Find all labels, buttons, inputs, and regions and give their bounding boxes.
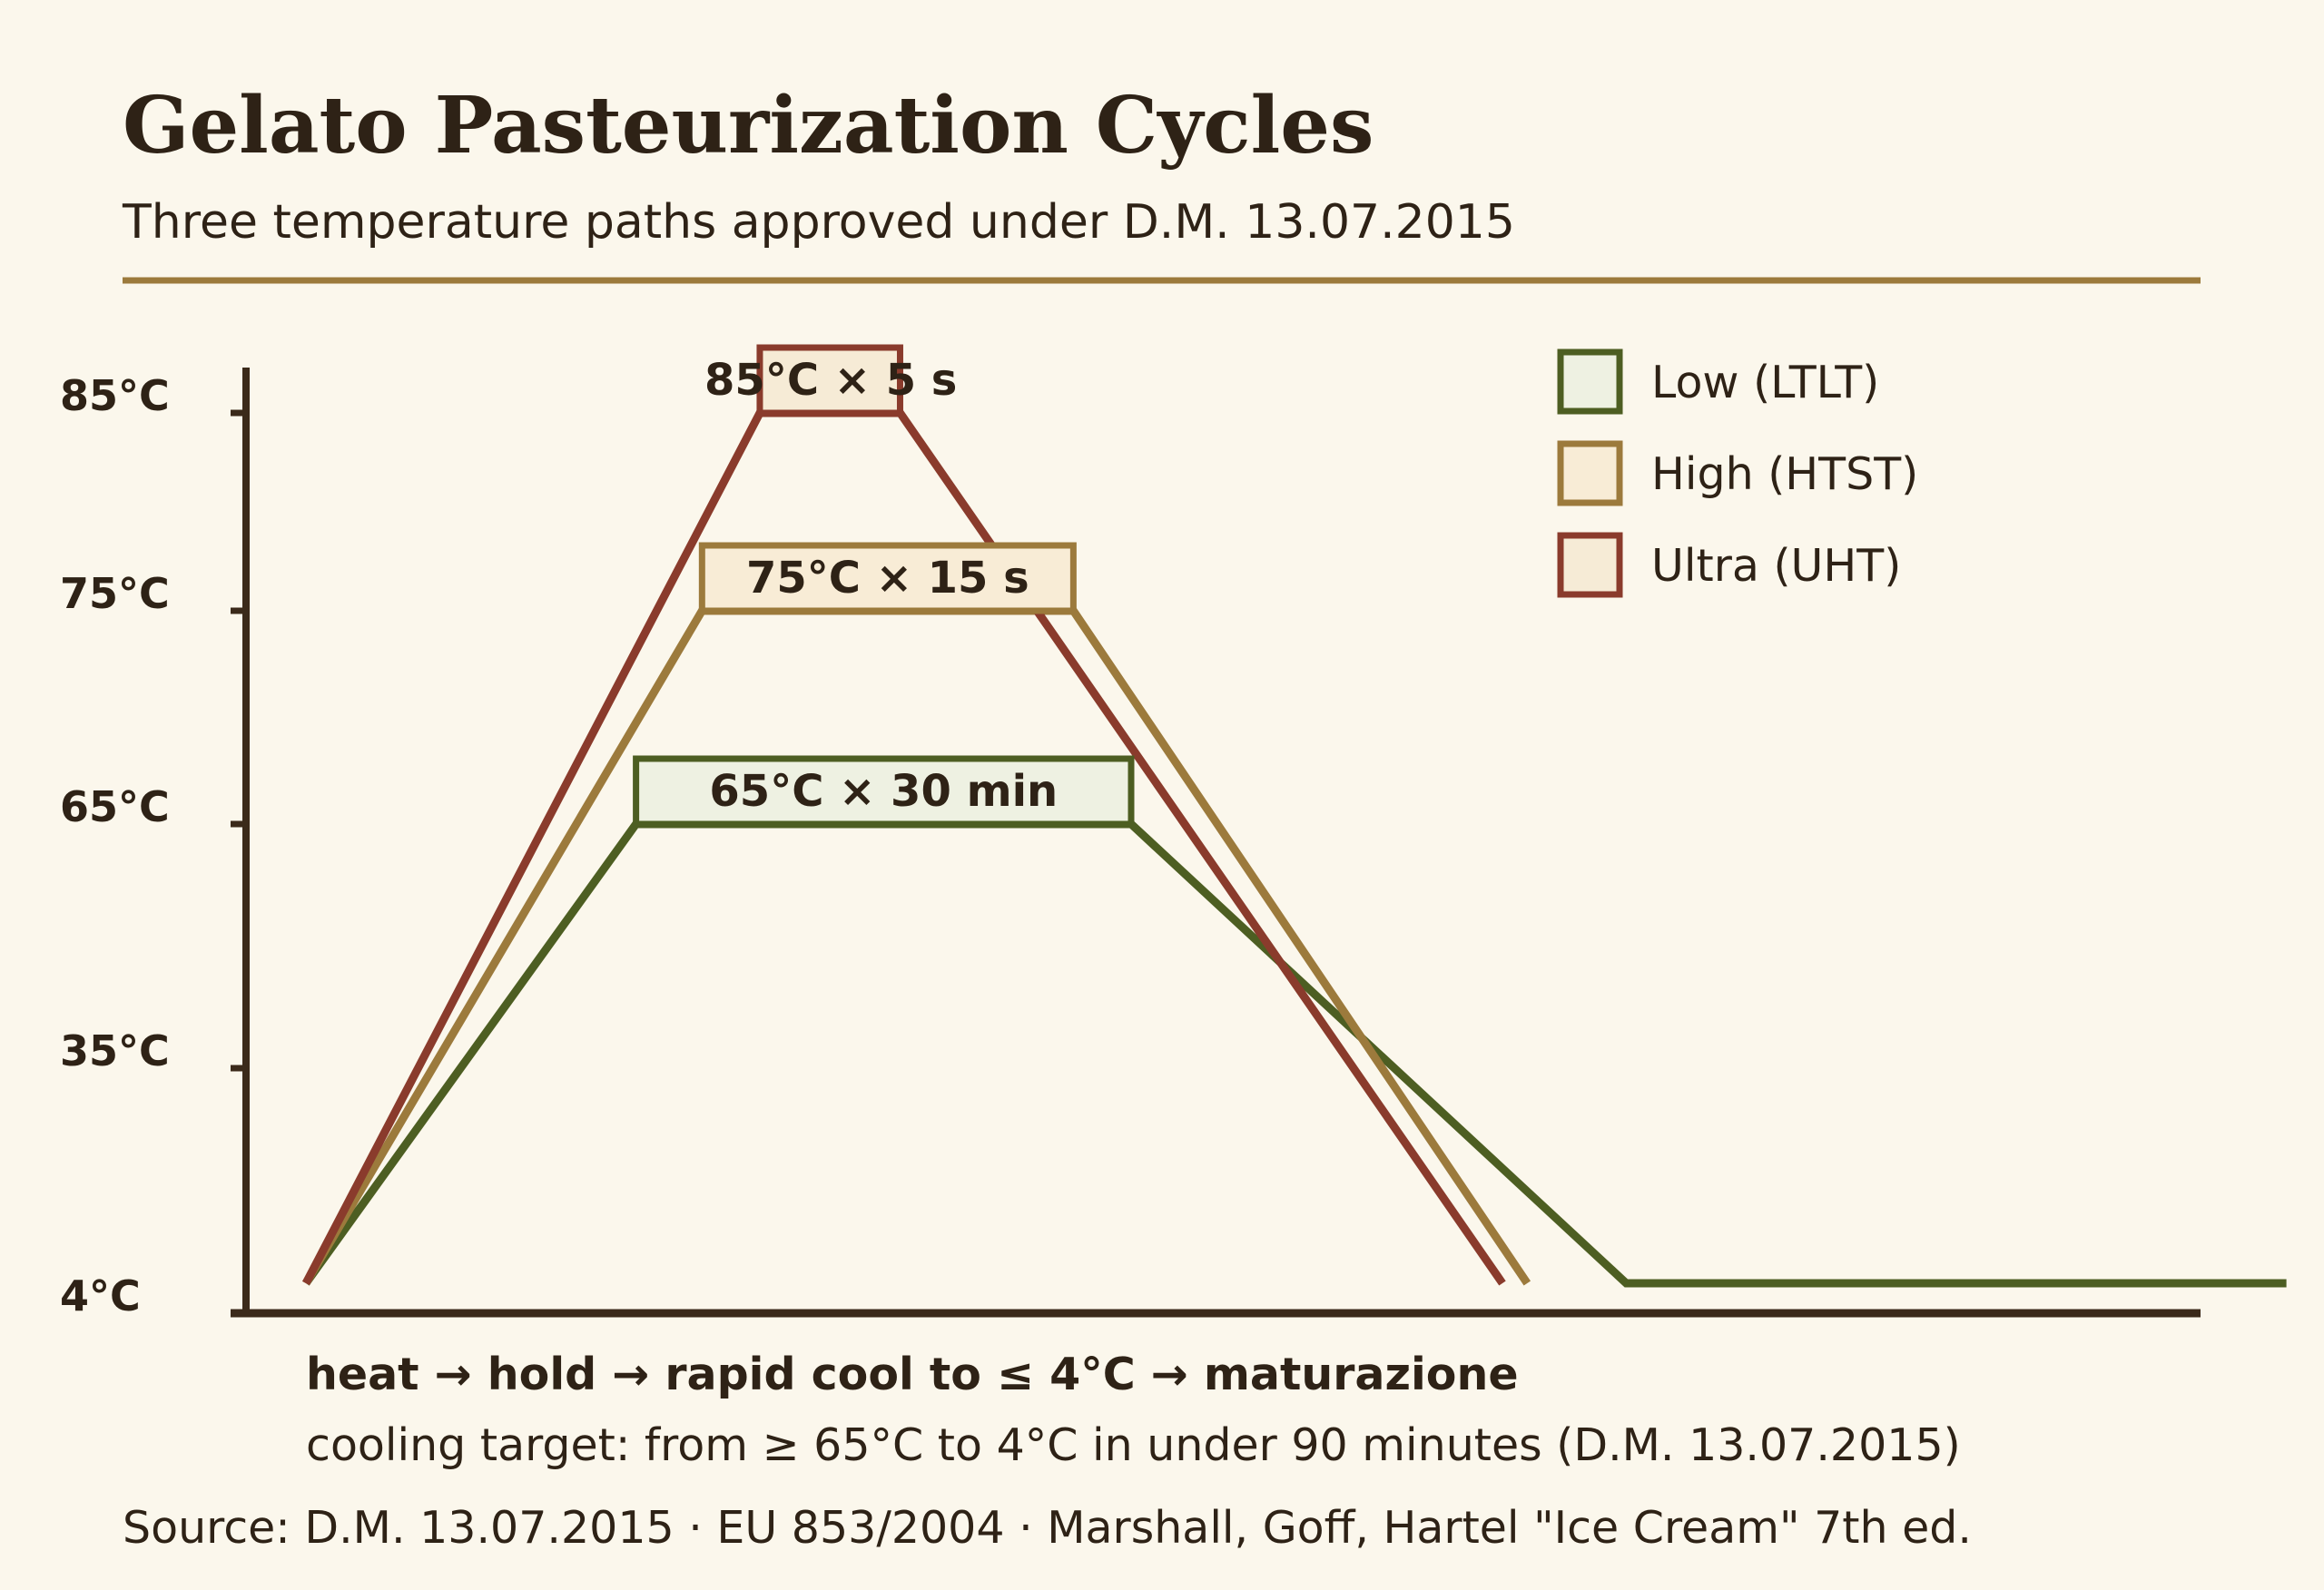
- y-tick-label-0: 4°C: [60, 1271, 141, 1320]
- y-tick-label-2: 65°C: [60, 782, 170, 831]
- legend: Low (LTLT) High (HTST) Ultra (UHT): [1557, 348, 1918, 598]
- hold-box-2: [756, 344, 903, 417]
- y-axis: 4°C 35°C 65°C 75°C 85°C: [60, 368, 2201, 1320]
- source-note: Source: D.M. 13.07.2015 · EU 853/2004 · …: [123, 1502, 1972, 1554]
- series-line-1: [302, 606, 1531, 1286]
- y-tick-label-4: 85°C: [60, 371, 170, 420]
- hold-box-1: [698, 542, 1077, 614]
- legend-swatch-1: [1557, 440, 1623, 506]
- hold-label-2: 85°C × 5 s: [704, 355, 957, 406]
- hold-label-1: 75°C × 15 s: [746, 553, 1029, 604]
- legend-swatch-0: [1557, 348, 1623, 415]
- legend-swatch-2: [1557, 532, 1623, 598]
- legend-label-2: Ultra (UHT): [1651, 540, 1901, 592]
- chart-title: Gelato Pasteurization Cycles: [123, 80, 1374, 172]
- process-note: heat → hold → rapid cool to ≤ 4°C → matu…: [306, 1349, 1519, 1400]
- legend-label-1: High (HTST): [1651, 448, 1918, 500]
- hold-box-0: [633, 755, 1135, 828]
- y-tick-label-1: 35°C: [60, 1026, 170, 1075]
- series-layer: [302, 408, 2287, 1288]
- hold-label-0: 65°C × 30 min: [709, 766, 1058, 817]
- y-tick-label-3: 75°C: [60, 569, 170, 618]
- hold-labels: 65°C × 30 min 75°C × 15 s 85°C × 5 s: [633, 344, 1135, 828]
- legend-label-0: Low (LTLT): [1651, 357, 1879, 408]
- series-line-0: [302, 820, 2287, 1288]
- chart-subtitle: Three temperature paths approved under D…: [122, 195, 1515, 250]
- cooling-note: cooling target: from ≥ 65°C to 4°C in un…: [306, 1419, 1961, 1471]
